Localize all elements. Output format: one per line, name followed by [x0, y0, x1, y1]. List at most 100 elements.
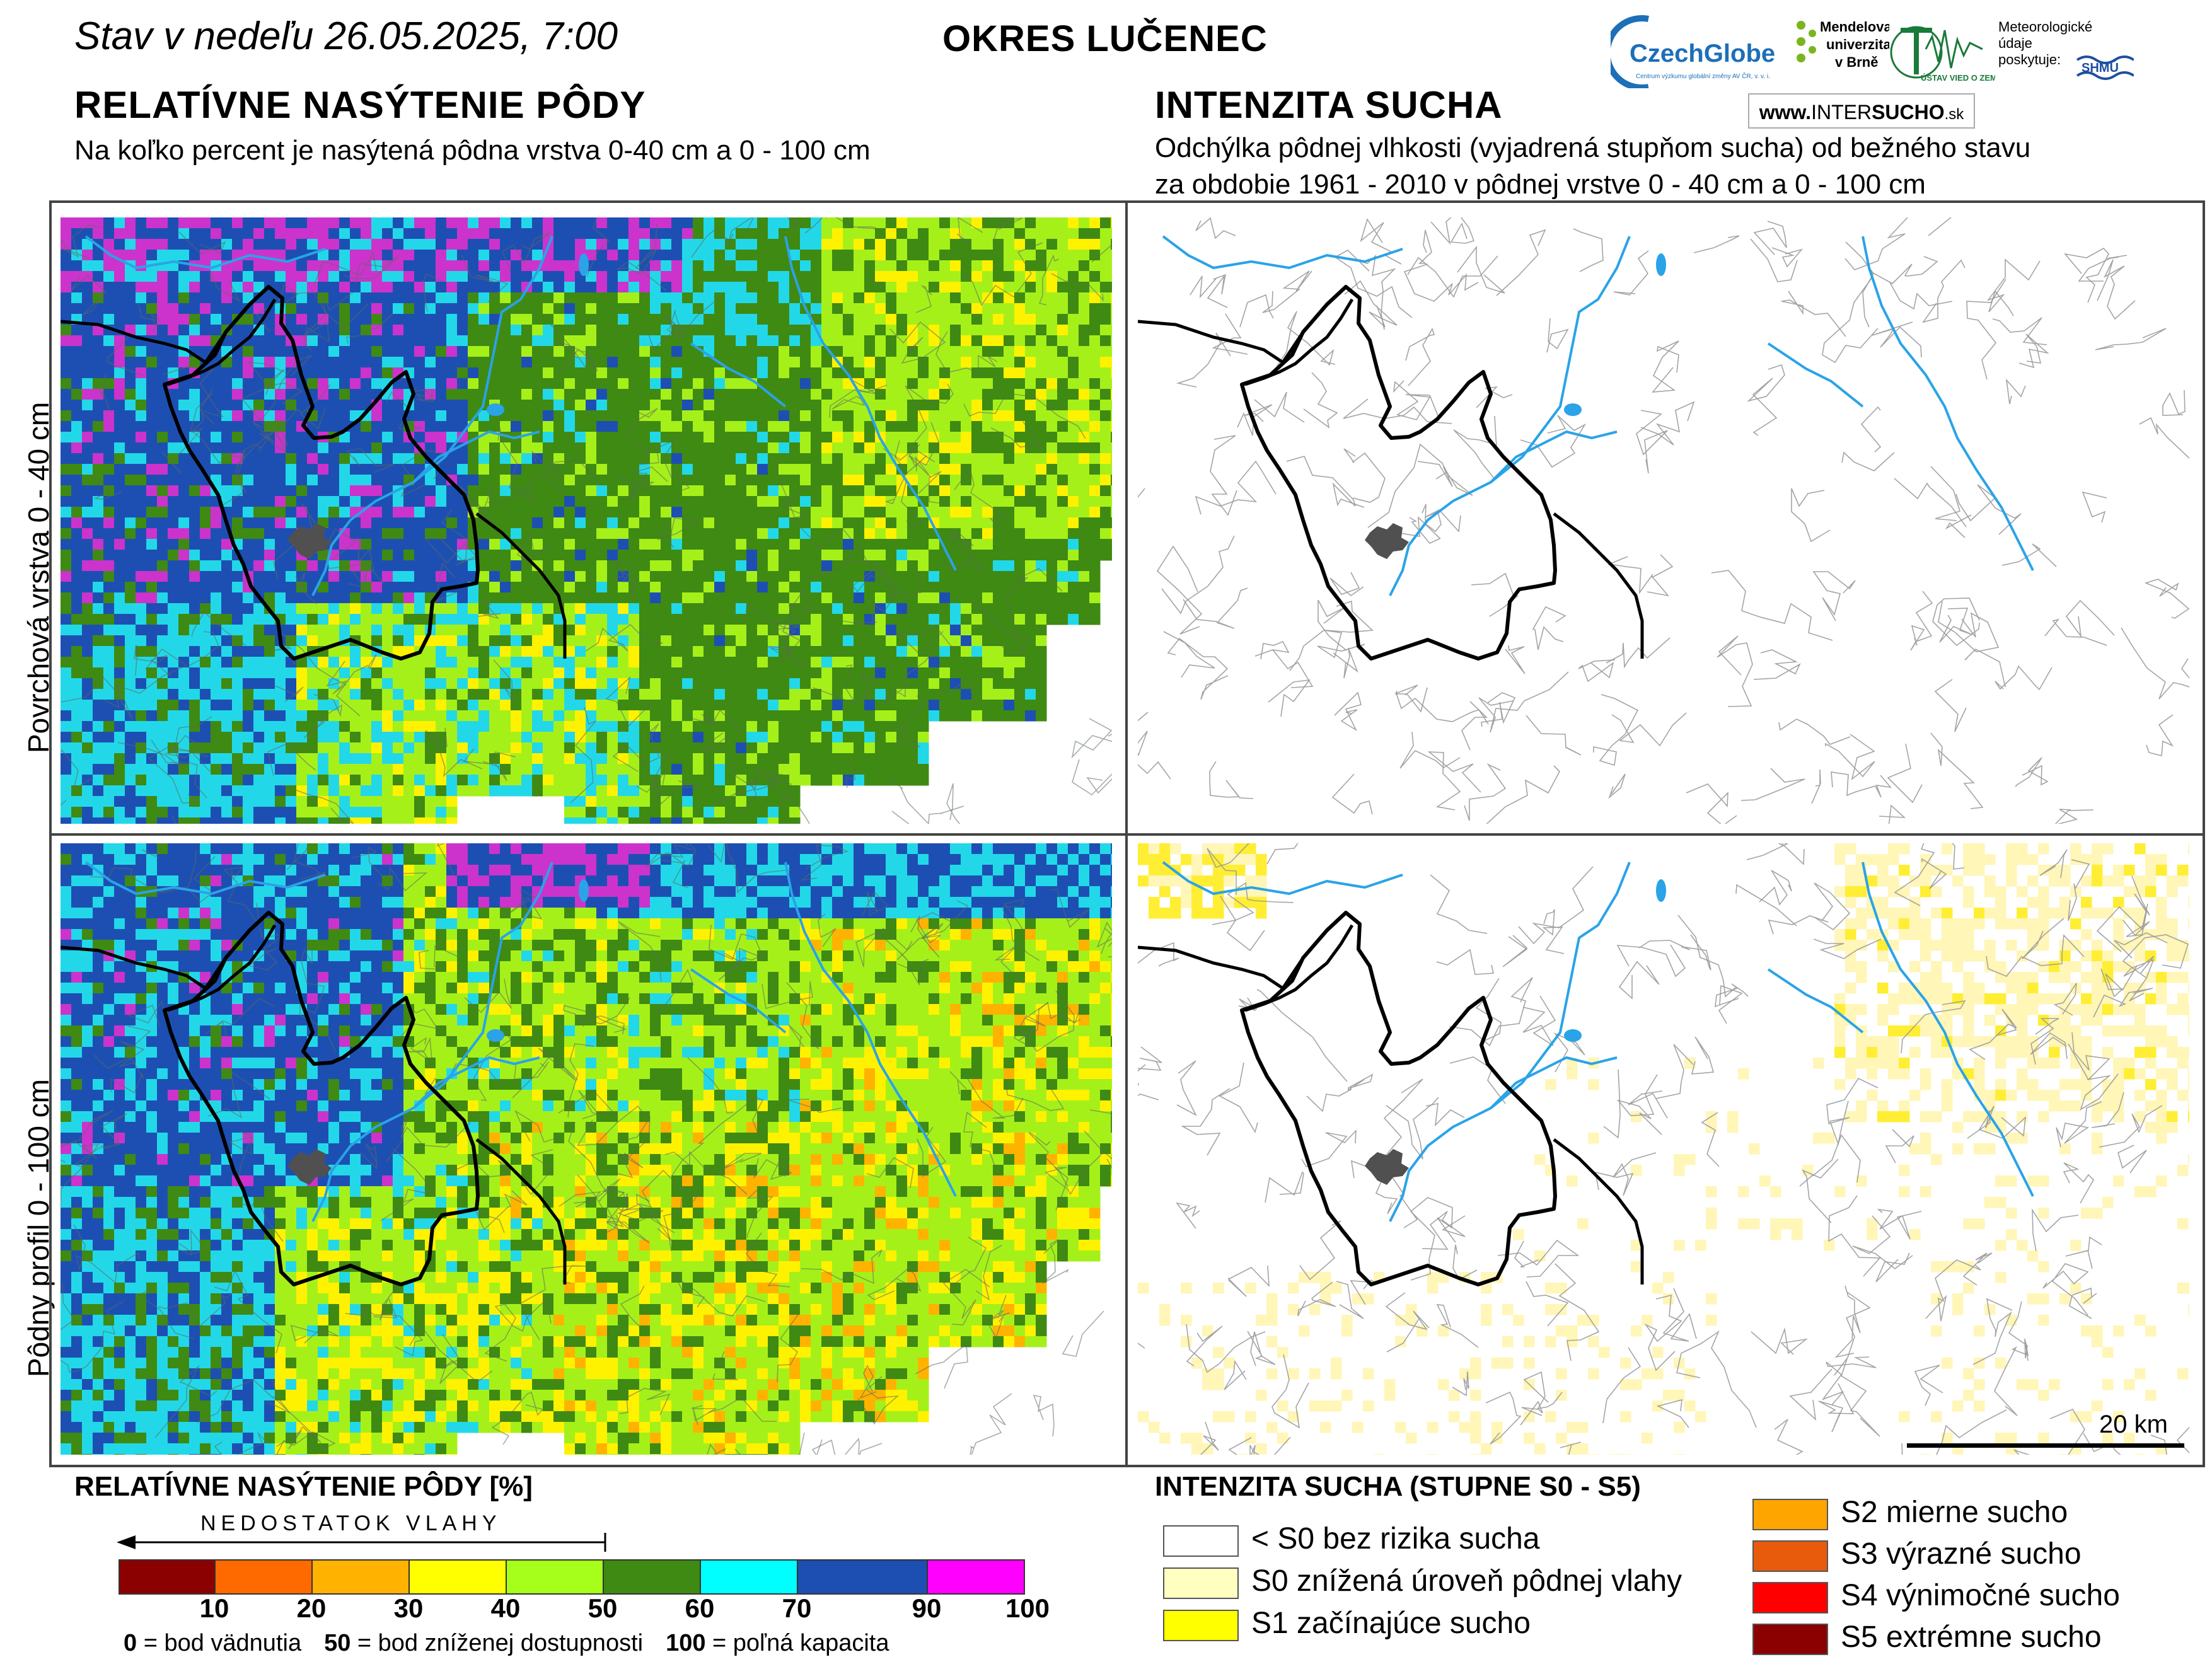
drought-label-4: S3 výrazné sucho — [1841, 1537, 2082, 1571]
czechglobe-logo: CzechGlobe Centrum výzkumu globální změn… — [1611, 15, 1775, 88]
drought-label-3: S2 mierne sucho — [1841, 1496, 2068, 1529]
tick-50: 50 — [588, 1593, 618, 1623]
lake — [1656, 253, 1666, 276]
legend-notes: 0 = bod vädnutia 50 = bod zníženej dostup… — [124, 1630, 889, 1657]
rivers — [84, 235, 957, 596]
color-swatch-70-90 — [798, 1561, 928, 1593]
legend-drought-title: INTENZITA SUCHA (STUPNE S0 - S5) — [1155, 1471, 1641, 1502]
color-swatch-20-30 — [313, 1561, 410, 1593]
left-subtitle: Na koľko percent je nasýtená pôdna vrstv… — [74, 135, 871, 166]
logo-strip: CzechGlobe Centrum výzkumu globální změn… — [1611, 13, 2134, 132]
tick-30: 30 — [393, 1593, 424, 1623]
drought-label-0: < S0 bez rizika sucha — [1251, 1522, 1540, 1556]
drought-swatch-6 — [1752, 1624, 1828, 1655]
mendelu-line-2: univerzita — [1826, 37, 1889, 52]
drought-label-6: S5 extrémne sucho — [1841, 1620, 2102, 1654]
intersucho-sk: .sk — [1944, 106, 1964, 123]
note-50-value: 50 — [324, 1630, 351, 1656]
district-border-west — [167, 298, 277, 386]
color-swatch-10-20 — [216, 1561, 313, 1593]
district-border — [1240, 911, 1557, 1286]
left-title: RELATÍVNE NASÝTENIE PÔDY — [74, 84, 646, 126]
town-lucenec — [287, 1149, 332, 1185]
district-border — [1240, 285, 1557, 661]
saturation-map-0-100 — [61, 843, 1112, 1455]
intersucho-www: www. — [1759, 101, 1812, 124]
right-subtitle-1: Odchýlka pôdnej vlhkosti (vyjadrená stup… — [1155, 132, 2031, 163]
intersucho-inter: INTER — [1811, 101, 1872, 124]
saturation-raster — [61, 217, 1112, 824]
color-swatch-50-60 — [604, 1561, 701, 1593]
tick-70: 70 — [782, 1593, 812, 1623]
lake — [1564, 1029, 1582, 1042]
tick-100: 100 — [1005, 1593, 1050, 1623]
saturation-color-bar — [119, 1559, 1025, 1595]
district-border-west — [1244, 924, 1354, 1012]
district-border-west — [1244, 298, 1354, 386]
right-title: INTENZITA SUCHA — [1155, 84, 1503, 126]
drought-swatch-2 — [1163, 1610, 1239, 1641]
drought-swatch-4 — [1752, 1540, 1828, 1572]
color-swatch-0-10 — [120, 1561, 216, 1593]
saturation-raster — [61, 843, 1112, 1455]
note-100-text: = poľná kapacita — [705, 1630, 889, 1656]
note-0-text: = bod vädnutia — [137, 1630, 302, 1656]
rivers — [1162, 861, 2034, 1222]
tick-40: 40 — [490, 1593, 521, 1623]
district-border-west — [167, 924, 277, 1012]
stream-network — [1138, 217, 2189, 824]
scale-bar-label: 20 km — [2099, 1411, 2168, 1438]
note-0-value: 0 — [124, 1630, 137, 1656]
town-lucenec — [1365, 1149, 1409, 1185]
map-divider-horizontal — [49, 833, 2205, 836]
tick-90: 90 — [912, 1593, 942, 1623]
legend-arrow — [117, 1533, 606, 1552]
district-border — [163, 911, 480, 1286]
uvz-logo: ÚSTAV VIED O ZEMI — [1890, 26, 1995, 83]
shmu-logo: SHMÚ — [2076, 55, 2134, 80]
tick-60: 60 — [685, 1593, 715, 1623]
shmu-note-line-3: poskytuje: — [1998, 52, 2061, 67]
czechglobe-small-text: Centrum výzkumu globální změny AV ČR, v.… — [1636, 72, 1770, 80]
drought-label-1: S0 znížená úroveň pôdnej vlahy — [1251, 1564, 1682, 1598]
district-border — [163, 285, 480, 661]
mendelu-logo: Mendelova univerzita v Brně — [1797, 19, 1889, 70]
rivers — [1162, 235, 2034, 596]
scale-bar — [1907, 1443, 2184, 1448]
mendelu-line-1: Mendelova — [1820, 19, 1889, 35]
town-lucenec — [287, 523, 332, 559]
district-title: OKRES LUČENEC — [942, 18, 1268, 59]
date-text: Stav v nedeľu 26.05.2025, 7:00 — [74, 14, 618, 58]
drought-swatch-0 — [1163, 1525, 1239, 1557]
lake — [487, 403, 504, 416]
lake — [579, 879, 589, 902]
note-50-text: = bod zníženej dostupnosti — [350, 1630, 644, 1656]
mendelu-line-3: v Brně — [1835, 54, 1878, 70]
shmu-text: SHMÚ — [2082, 60, 2119, 75]
drought-swatch-1 — [1163, 1567, 1239, 1599]
shmu-note-line-1: Meteorologické — [1998, 19, 2093, 35]
color-swatch-60-70 — [701, 1561, 798, 1593]
lake — [487, 1029, 504, 1042]
shmu-note-line-2: údaje — [1998, 35, 2032, 51]
color-swatch-90-100 — [928, 1561, 1024, 1593]
stream-network — [61, 843, 1112, 1455]
color-swatch-40-50 — [507, 1561, 604, 1593]
uvz-text: ÚSTAV VIED O ZEMI — [1921, 73, 1995, 83]
right-subtitle-2: za obdobie 1961 - 2010 v pôdnej vrstve 0… — [1155, 169, 1926, 200]
drought-map-0-100 — [1138, 843, 2189, 1455]
note-100-value: 100 — [666, 1630, 706, 1656]
intersucho-link[interactable]: www.INTERSUCHO.sk — [1748, 93, 1975, 129]
drought-label-2: S1 začínajúce sucho — [1251, 1607, 1531, 1640]
town-lucenec — [1365, 523, 1409, 559]
tick-20: 20 — [296, 1593, 327, 1623]
lake — [579, 253, 589, 276]
drought-swatch-5 — [1752, 1582, 1828, 1613]
intersucho-sucho: SUCHO — [1872, 101, 1945, 124]
color-swatch-30-40 — [410, 1561, 507, 1593]
tick-10: 10 — [199, 1593, 229, 1623]
shmu-note: Meteorologické údaje poskytuje: — [1998, 19, 2092, 68]
lake — [1564, 403, 1582, 416]
stream-network — [61, 217, 1112, 824]
legend-arrow-label: NEDOSTATOK VLAHY — [200, 1511, 502, 1535]
